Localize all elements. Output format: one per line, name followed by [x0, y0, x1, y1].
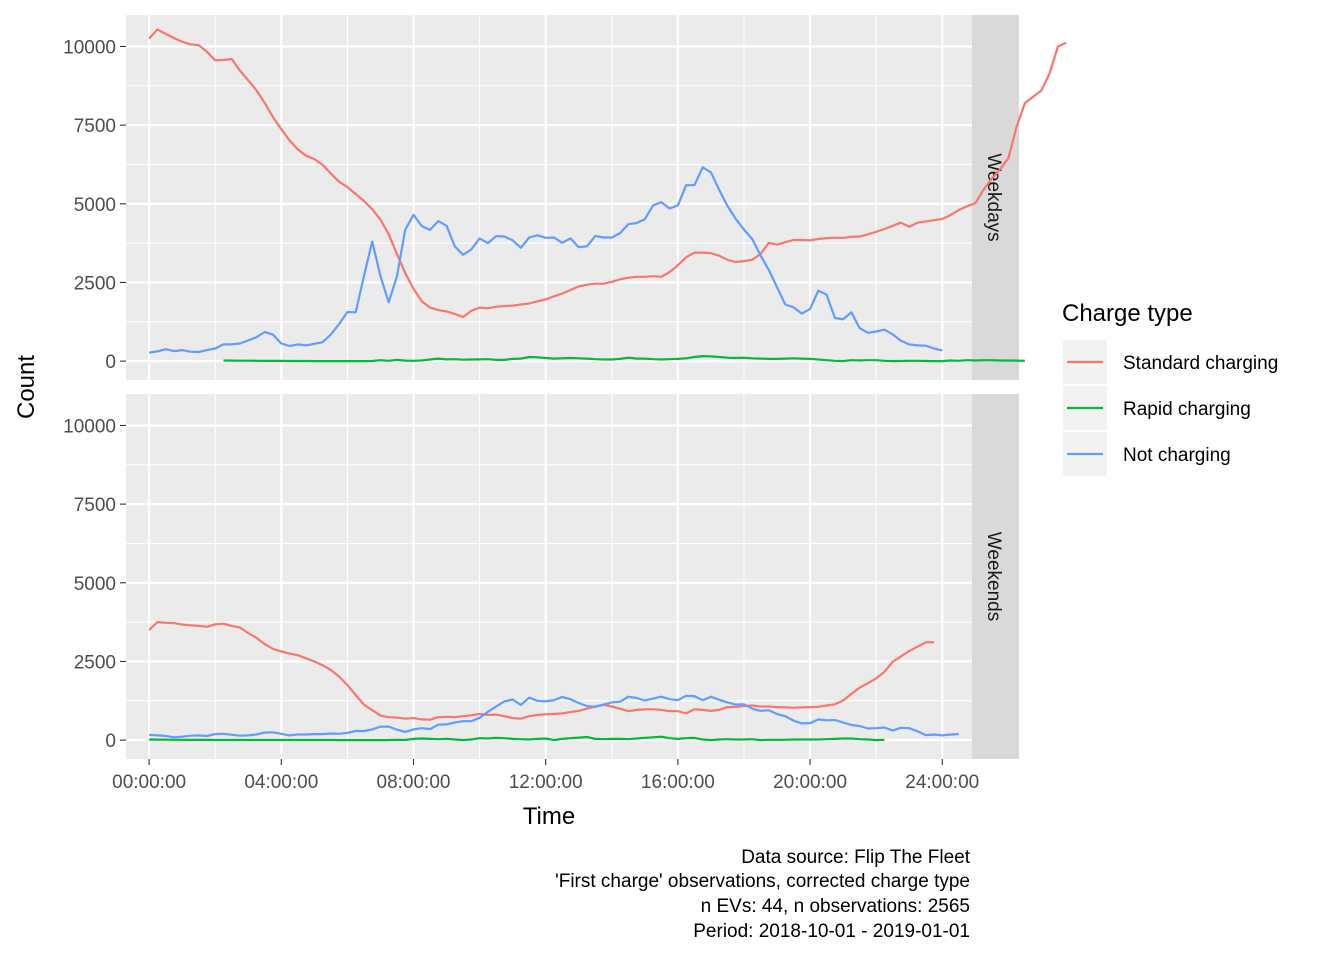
x-tick-label: 12:00:00 — [509, 772, 583, 793]
series-line-not-charging-weekends — [149, 694, 959, 739]
y-axis-title: Count — [13, 355, 40, 419]
y-tick-label: 10000 — [63, 416, 116, 437]
legend-label: Not charging — [1123, 445, 1231, 466]
x-tick-label: 08:00:00 — [377, 772, 451, 793]
x-tick-label: 00:00:00 — [112, 772, 186, 793]
strip-weekdays-label: Weekdays — [983, 153, 1004, 241]
caption-line-1: Data source: Flip The Fleet — [741, 847, 971, 868]
y-tick-label: 0 — [105, 731, 116, 752]
y-tick-label: 7500 — [74, 116, 116, 137]
y-tick-label: 7500 — [74, 495, 116, 516]
x-axis: 00:00:00 04:00:00 08:00:00 12:00:00 16:00:00… — [112, 759, 979, 793]
series-line-standard-charging-weekdays — [148, 28, 1067, 319]
legend: Charge type Standard charging Rapid charg… — [1062, 300, 1278, 476]
y-axis-weekdays: 0 2500 5000 7500 10000 — [63, 37, 126, 373]
panel-weekends-series — [148, 620, 959, 742]
y-tick-label: 5000 — [74, 574, 116, 595]
x-tick-label: 24:00:00 — [905, 772, 979, 793]
strip-weekends-label: Weekends — [983, 532, 1004, 621]
series-line-rapid-charging-weekdays — [223, 355, 1025, 363]
x-axis-title: Time — [523, 803, 575, 830]
y-tick-label: 2500 — [74, 273, 116, 294]
y-tick-label: 5000 — [74, 195, 116, 216]
legend-label: Standard charging — [1123, 353, 1278, 374]
series-line-standard-charging-weekends — [148, 620, 934, 721]
x-tick-label: 04:00:00 — [244, 772, 318, 793]
caption-line-3: n EVs: 44, n observations: 2565 — [701, 896, 970, 917]
y-tick-label: 10000 — [63, 37, 116, 58]
x-tick-label: 20:00:00 — [773, 772, 847, 793]
panel-weekends-background — [126, 394, 972, 759]
caption-line-2: 'First charge' observations, corrected c… — [555, 871, 970, 892]
series-line-not-charging-weekdays — [148, 166, 943, 354]
strip-weekends-background — [972, 394, 1019, 759]
legend-label: Rapid charging — [1123, 399, 1251, 420]
y-tick-label: 0 — [105, 352, 116, 373]
panel-weekdays-gridlines — [126, 15, 972, 380]
legend-entries: Standard charging Rapid charging Not charg… — [1063, 340, 1278, 476]
x-tick-label: 16:00:00 — [641, 772, 715, 793]
panel-weekdays-series — [148, 28, 1067, 363]
series-line-rapid-charging-weekends — [149, 735, 885, 742]
panel-weekdays-background — [126, 15, 972, 380]
legend-title: Charge type — [1062, 300, 1193, 327]
caption: Data source: Flip The Fleet 'First charg… — [555, 847, 971, 942]
caption-line-4: Period: 2018-10-01 - 2019-01-01 — [693, 921, 970, 942]
y-axis-weekends: 0 2500 5000 7500 10000 — [63, 416, 126, 752]
y-tick-label: 2500 — [74, 652, 116, 673]
